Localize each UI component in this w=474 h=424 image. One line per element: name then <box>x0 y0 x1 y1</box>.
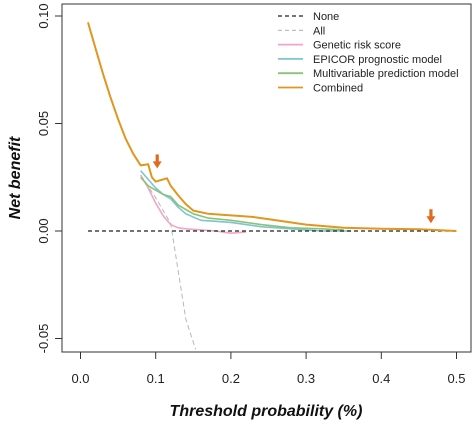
y-tick-label: 0.00 <box>36 218 51 243</box>
series-line-combined <box>87 22 457 232</box>
y-axis: -0.05 0.00 0.05 0.10 <box>36 3 63 354</box>
annotation-layer <box>152 154 436 224</box>
series-line-epicor-prognostic-model <box>140 170 352 232</box>
legend-label: Genetic risk score <box>313 40 401 52</box>
legend: None All Genetic risk score EPICOR prognost… <box>278 11 459 95</box>
series-line-multivariable-prediction-model <box>140 176 344 231</box>
series-line-genetic-risk-score <box>140 174 246 234</box>
y-tick-label: 0.05 <box>36 111 51 136</box>
x-tick-label: 0.0 <box>71 371 89 386</box>
legend-label: Combined <box>313 83 363 95</box>
y-tick-label: 0.10 <box>36 3 51 28</box>
legend-label: EPICOR prognostic model <box>313 54 442 66</box>
x-tick-label: 0.3 <box>297 371 315 386</box>
legend-label: All <box>313 25 325 37</box>
y-axis-title: Net benefit <box>7 136 24 219</box>
series-layer <box>87 22 457 350</box>
legend-label: Multivariable prediction model <box>313 68 459 80</box>
x-tick-label: 0.5 <box>447 371 465 386</box>
x-axis: 0.0 0.1 0.2 0.3 0.4 0.5 <box>71 351 466 386</box>
legend-label: None <box>313 11 339 23</box>
x-tick-label: 0.4 <box>372 371 390 386</box>
x-axis-title: Threshold probability (%) <box>170 403 363 420</box>
down-arrow-icon <box>426 216 436 224</box>
down-arrow-icon <box>152 161 162 169</box>
series-line-all <box>140 174 197 350</box>
y-tick-label: -0.05 <box>36 324 51 354</box>
arrow-shaft <box>155 154 159 163</box>
arrow-shaft <box>429 209 433 218</box>
x-tick-label: 0.2 <box>222 371 240 386</box>
x-tick-label: 0.1 <box>147 371 165 386</box>
